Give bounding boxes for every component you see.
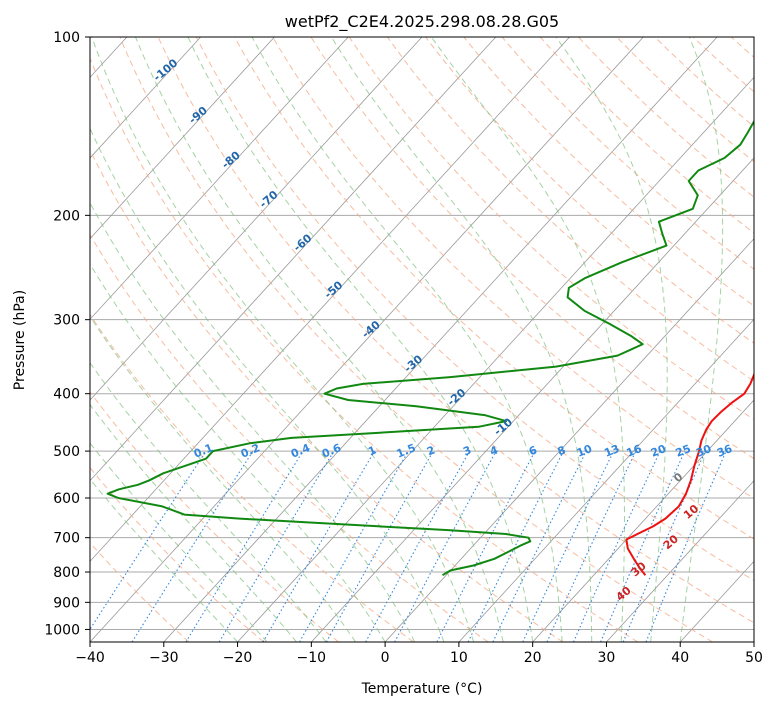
mixing-ratio-label: 13 <box>602 442 621 460</box>
moist-adiabat-line <box>90 201 416 642</box>
temperature-profile-line <box>625 372 754 576</box>
x-tick-label: −40 <box>75 650 105 666</box>
isotherm-line <box>90 37 349 320</box>
dry-adiabat-line <box>90 57 639 642</box>
moist-adiabat-line <box>91 37 475 642</box>
x-tick-label: 30 <box>598 650 616 666</box>
mixing-ratio-label: 1 <box>366 443 378 458</box>
isotherm-lines <box>90 37 754 642</box>
mixing-ratio-line <box>467 450 565 642</box>
plot-area: -100-90-80-70-60-50-40-30-20-10010203040… <box>90 37 754 642</box>
mixing-ratio-line <box>131 450 254 642</box>
mixing-ratio-line <box>572 450 661 642</box>
dry-adiabat-line <box>310 37 754 460</box>
isotherm-line <box>237 76 754 642</box>
dry-adiabat-line <box>157 37 754 624</box>
moist-adiabat-line <box>679 37 724 642</box>
moist-adiabat-line <box>90 315 357 642</box>
x-tick-label: 10 <box>450 650 468 666</box>
axis-ticks: −40 −30 −20 −10 0 10 20 30 40 50 100 200 300 400 500 60… <box>44 30 763 666</box>
y-tick-label: 500 <box>53 444 80 460</box>
isotherm-line <box>458 318 754 642</box>
mixing-ratio-line <box>185 450 304 642</box>
mixing-ratio-line <box>365 450 470 642</box>
isotherm-line <box>90 37 497 482</box>
y-tick-label: 200 <box>53 208 80 224</box>
isotherm-line <box>90 37 423 401</box>
mixing-ratio-label: 2 <box>425 443 437 458</box>
y-tick-label: 1000 <box>44 622 80 638</box>
x-tick-label: 20 <box>524 650 542 666</box>
x-tick-label: −30 <box>149 650 179 666</box>
y-tick-label: 100 <box>53 30 80 46</box>
mixing-ratio-label: 8 <box>556 443 568 458</box>
mixing-ratio-line <box>600 450 686 642</box>
moist-adiabat-lines <box>90 37 724 642</box>
isotherm-line <box>606 480 754 642</box>
dry-adiabat-line <box>119 37 713 642</box>
moist-adiabat-line <box>90 127 445 642</box>
x-tick-label: −10 <box>297 650 327 666</box>
y-axis-label: Pressure (hPa) <box>12 290 28 390</box>
dry-adiabat-line <box>348 37 754 421</box>
isotherm-line <box>163 37 718 642</box>
mixing-ratio-label: 25 <box>674 442 693 460</box>
chart-title: wetPf2_C2E4.2025.298.08.28.G05 <box>285 12 559 32</box>
x-tick-label: 50 <box>745 650 763 666</box>
x-tick-label: 40 <box>671 650 689 666</box>
dry-adiabat-line <box>90 542 190 642</box>
mixing-ratio-label: 30 <box>694 442 713 460</box>
dry-adiabat-lines <box>90 37 754 642</box>
x-axis-label: Temperature (°C) <box>361 681 483 697</box>
moist-adiabat-line <box>555 37 668 642</box>
isotherm-line <box>90 37 644 642</box>
y-tick-label: 900 <box>53 595 80 611</box>
moist-adiabat-line <box>430 37 625 642</box>
mixing-ratio-lines <box>90 450 727 642</box>
moist-adiabat-line <box>135 37 504 642</box>
mixing-ratio-label: 20 <box>649 442 668 460</box>
moist-adiabat-line <box>330 37 593 642</box>
mixing-ratio-label: 3 <box>461 443 473 458</box>
y-tick-label: 300 <box>53 313 80 329</box>
isotherm-line <box>90 37 201 159</box>
dry-adiabat-line <box>272 37 754 500</box>
dry-adiabat-line <box>90 149 564 642</box>
y-tick-label: 600 <box>53 491 80 507</box>
isotherm-line <box>384 238 754 642</box>
moist-adiabat-line <box>187 37 534 642</box>
mixing-ratio-label: 36 <box>715 442 734 460</box>
mixing-ratio-line <box>645 450 727 642</box>
x-tick-label: −20 <box>223 650 253 666</box>
mixing-ratio-line <box>90 450 207 631</box>
moist-adiabat-line <box>90 403 297 642</box>
moist-adiabat-line <box>90 263 386 642</box>
dry-adiabat-line <box>234 37 754 540</box>
dry-adiabat-line <box>195 37 754 582</box>
mixing-ratio-label: 16 <box>625 442 644 460</box>
y-tick-label: 400 <box>53 387 80 403</box>
y-tick-label: 700 <box>53 531 80 547</box>
isotherm-line <box>90 37 570 562</box>
moist-adiabat-line <box>251 37 563 642</box>
plot-frame <box>89 36 755 643</box>
mixing-ratio-line <box>492 450 587 642</box>
y-tick-label: 800 <box>53 565 80 581</box>
isotherm-line <box>532 399 754 642</box>
moist-adiabat-line <box>90 361 327 642</box>
dry-adiabat-line <box>90 466 265 642</box>
mixing-ratio-label: 10 <box>575 442 594 460</box>
x-tick-label: 0 <box>381 650 390 666</box>
dewpoint-profile-line <box>106 119 754 577</box>
mixing-ratio-line <box>394 450 497 642</box>
profile-series <box>106 119 754 577</box>
isotherm-line <box>90 37 275 240</box>
dry-adiabat-line <box>90 233 489 642</box>
mixing-ratio-line <box>325 450 434 642</box>
